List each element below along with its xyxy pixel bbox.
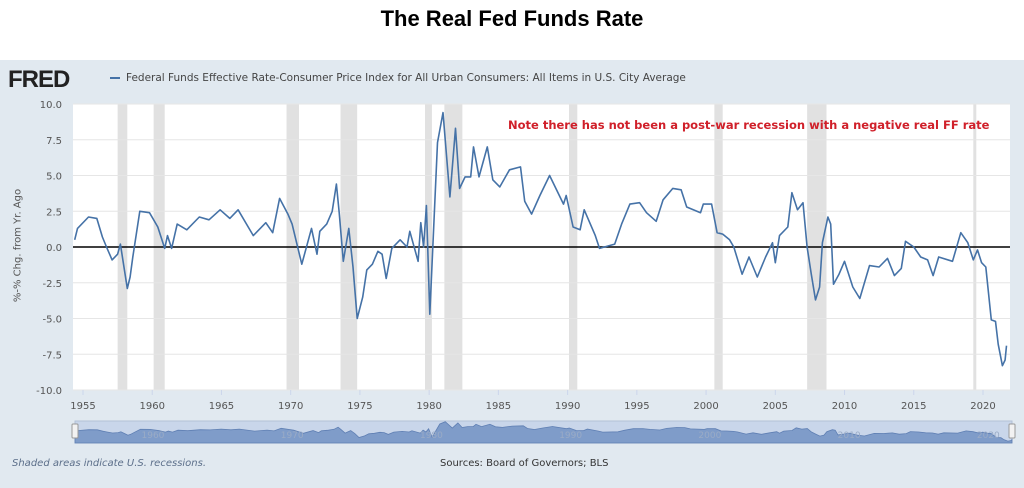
x-tick-label: 2015 bbox=[901, 401, 926, 412]
navigator-tick-label: 2000 bbox=[698, 431, 721, 441]
x-tick-label: 1995 bbox=[624, 401, 649, 412]
x-tick-label: 2005 bbox=[763, 401, 788, 412]
x-tick-label: 1990 bbox=[555, 401, 580, 412]
y-tick-label: 10.0 bbox=[40, 100, 62, 111]
legend-label: Federal Funds Effective Rate-Consumer Pr… bbox=[126, 72, 686, 84]
fred-logo: FRED bbox=[8, 66, 70, 93]
navigator-tick-label: 1970 bbox=[281, 431, 304, 441]
navigator-right-handle[interactable] bbox=[1008, 423, 1016, 439]
page-title: The Real Fed Funds Rate bbox=[380, 6, 644, 31]
series-line bbox=[73, 111, 1008, 367]
y-tick-label: 5.0 bbox=[46, 172, 62, 183]
x-tick-label: 1960 bbox=[140, 401, 165, 412]
y-tick-label: -2.5 bbox=[42, 279, 62, 290]
y-tick-label: -7.5 bbox=[42, 350, 62, 361]
legend-swatch bbox=[110, 77, 120, 79]
navigator[interactable]: 1960 1970 1980 1990 2000 2010 2020 bbox=[71, 420, 1016, 444]
x-tick-label: 1970 bbox=[278, 401, 303, 412]
navigator-area bbox=[74, 421, 1013, 444]
x-tick-label: 2010 bbox=[832, 401, 857, 412]
y-tick-label: -5.0 bbox=[42, 315, 62, 326]
x-tick-label: 1955 bbox=[70, 401, 95, 412]
y-tick-label: 0.0 bbox=[46, 243, 62, 254]
navigator-tick-label: 2020 bbox=[977, 431, 1000, 441]
x-tick-label: 2000 bbox=[693, 401, 718, 412]
x-tick-label: 1965 bbox=[209, 401, 234, 412]
sources: Sources: Board of Governors; BLS bbox=[440, 458, 609, 469]
navigator-tick-label: 2010 bbox=[838, 431, 861, 441]
annotation: Note there has not been a post-war reces… bbox=[508, 118, 990, 132]
navigator-tick-label: 1980 bbox=[420, 431, 443, 441]
navigator-tick-label: 1960 bbox=[142, 431, 165, 441]
x-tick-label: 2020 bbox=[970, 401, 995, 412]
recession-note: Shaded areas indicate U.S. recessions. bbox=[12, 458, 207, 469]
legend: Federal Funds Effective Rate-Consumer Pr… bbox=[110, 72, 686, 84]
y-tick-label: -10.0 bbox=[36, 386, 62, 397]
x-tick-label: 1985 bbox=[486, 401, 511, 412]
navigator-tick-label: 1990 bbox=[559, 431, 582, 441]
x-tick-label: 1975 bbox=[347, 401, 372, 412]
y-tick-label: 7.5 bbox=[46, 136, 62, 147]
y-tick-label: 2.5 bbox=[46, 207, 62, 218]
x-tick-label: 1980 bbox=[416, 401, 441, 412]
navigator-left-handle[interactable] bbox=[71, 423, 79, 439]
